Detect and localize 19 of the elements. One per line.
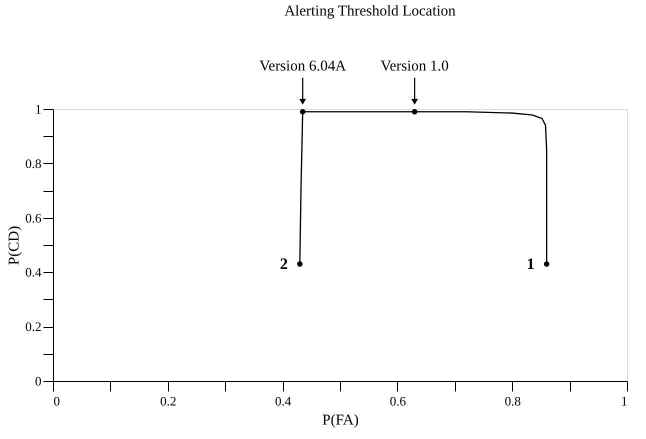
chart-title: Alerting Threshold Location	[284, 4, 456, 20]
y-tick-label: 0.2	[25, 319, 42, 334]
x-tick-label: 0	[54, 394, 60, 408]
y-tick-label: 0.8	[25, 156, 42, 171]
x-tick-label: 0.6	[390, 394, 407, 408]
y-tick-label: 1	[35, 102, 42, 116]
x-tick-label: 0.2	[160, 394, 176, 408]
y-tick-label: 0.4	[25, 264, 42, 280]
y-tick-label: 0.6	[25, 210, 42, 226]
annotation: 1	[526, 256, 535, 274]
x-tick-label: 0.4	[274, 394, 292, 408]
y-axis-title: P(CD)	[6, 226, 22, 266]
x-tick-label: 0.8	[504, 394, 521, 408]
x-axis-title: P(FA)	[322, 412, 359, 428]
annotation: Version 1.0	[380, 58, 449, 75]
annotation: 2	[280, 256, 288, 274]
x-tick-label: 1	[621, 394, 628, 408]
annotation: Version 6.04A	[259, 58, 346, 75]
y-tick-label: 0	[35, 374, 42, 388]
